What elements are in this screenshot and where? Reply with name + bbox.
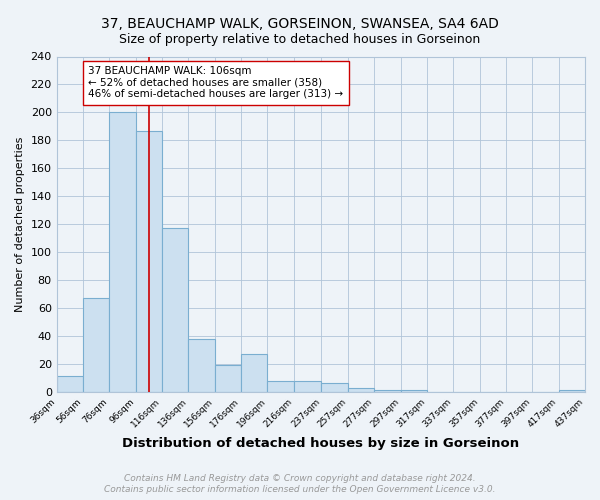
Bar	[294, 380, 322, 392]
Bar	[322, 384, 348, 392]
Bar	[109, 112, 136, 392]
Bar	[162, 228, 188, 392]
Bar	[348, 388, 374, 392]
Bar	[188, 338, 215, 392]
Text: Contains HM Land Registry data © Crown copyright and database right 2024.
Contai: Contains HM Land Registry data © Crown c…	[104, 474, 496, 494]
Text: 37, BEAUCHAMP WALK, GORSEINON, SWANSEA, SA4 6AD: 37, BEAUCHAMP WALK, GORSEINON, SWANSEA, …	[101, 18, 499, 32]
Bar	[268, 380, 294, 392]
Text: 37 BEAUCHAMP WALK: 106sqm
← 52% of detached houses are smaller (358)
46% of semi: 37 BEAUCHAMP WALK: 106sqm ← 52% of detac…	[88, 66, 343, 100]
Y-axis label: Number of detached properties: Number of detached properties	[15, 136, 25, 312]
X-axis label: Distribution of detached houses by size in Gorseinon: Distribution of detached houses by size …	[122, 437, 520, 450]
Bar	[559, 390, 585, 392]
Bar	[136, 130, 162, 392]
Text: Size of property relative to detached houses in Gorseinon: Size of property relative to detached ho…	[119, 32, 481, 46]
Bar	[401, 390, 427, 392]
Bar	[56, 376, 83, 392]
Bar	[215, 365, 241, 392]
Bar	[241, 354, 268, 392]
Bar	[374, 390, 401, 392]
Bar	[83, 298, 109, 392]
